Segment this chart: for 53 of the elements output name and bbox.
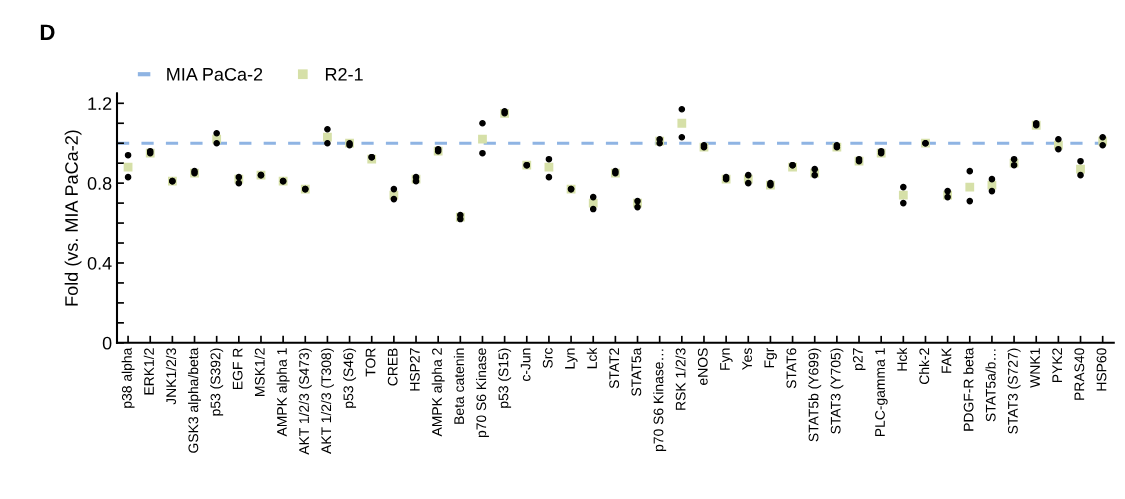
x-tick-label: AKT 1/2/3 (T308) bbox=[320, 348, 334, 454]
x-tick-label: STAT5b (Y699) bbox=[808, 348, 822, 442]
x-tick-label: JNK1/2/3 bbox=[165, 348, 177, 405]
x-tick-label: p70 S6 Kinase… bbox=[653, 349, 667, 452]
x-tick-label: c-Jun bbox=[520, 348, 531, 382]
x-tick-label: p53 (S392) bbox=[210, 348, 224, 416]
y-tick-label: 0.8 bbox=[87, 177, 112, 190]
y-tick-label: 0.4 bbox=[87, 256, 112, 270]
chart-title: D bbox=[40, 24, 55, 40]
x-tick-label: Fgr bbox=[764, 347, 777, 368]
x-tick-label: eNOS bbox=[697, 348, 708, 385]
x-tick-label: p38 alpha bbox=[121, 347, 135, 408]
x-tick-label: STAT3 (S727) bbox=[1007, 348, 1021, 434]
y-axis-title: Fold (vs. MIA PaCa-2) bbox=[64, 130, 82, 306]
x-tick-label: Src bbox=[542, 348, 553, 368]
x-tick-label: Fyn bbox=[720, 348, 733, 370]
x-tick-label: MSK1/2 bbox=[254, 348, 265, 396]
x-tick-label: AMPK alpha 2 bbox=[431, 348, 445, 437]
x-tick-label: STAT3 (Y705) bbox=[830, 348, 844, 434]
x-tick-label: WNK1 bbox=[1030, 348, 1040, 388]
x-tick-label: HSP60 bbox=[1096, 348, 1107, 391]
x-tick-label: TOR bbox=[365, 348, 376, 377]
legend-label: R2-1 bbox=[325, 67, 363, 81]
x-tick-label: p53 (S15) bbox=[498, 348, 512, 408]
x-tick-label: PRAS40 bbox=[1074, 348, 1085, 400]
x-tick-label: p53 (S46) bbox=[343, 348, 357, 408]
y-tick-label: 1.2 bbox=[88, 97, 112, 110]
legend-label: MIA PaCa-2 bbox=[167, 67, 263, 81]
x-tick-label: Lck bbox=[586, 347, 597, 369]
x-tick-label: Chk-2 bbox=[919, 348, 930, 385]
x-tick-label: p27 bbox=[852, 348, 866, 370]
x-tick-label: Hck bbox=[896, 347, 908, 371]
x-tick-label: PLC-gamma 1 bbox=[875, 348, 888, 437]
x-tick-label: AKT 1/2/3 (S473) bbox=[298, 348, 312, 455]
x-tick-label: p70 S6 Kinase bbox=[476, 348, 489, 438]
x-tick-label: PYK2 bbox=[1052, 348, 1062, 383]
x-tick-label: Lyn bbox=[565, 348, 578, 369]
x-tick-label: GSK3 alpha/beta bbox=[188, 347, 201, 453]
x-tick-label: Yes bbox=[742, 348, 752, 371]
y-tick-label: 0 bbox=[102, 336, 112, 350]
x-tick-label: CREB bbox=[387, 348, 398, 386]
x-tick-label: FAK bbox=[941, 347, 952, 373]
x-tick-label: STAT6 bbox=[786, 348, 797, 389]
x-tick-label: AMPK alpha 1 bbox=[276, 348, 290, 437]
x-tick-label: EGF R bbox=[232, 348, 243, 389]
x-tick-label: HSP27 bbox=[409, 348, 420, 391]
x-tick-label: STAT5a bbox=[631, 347, 642, 396]
x-tick-label: RSK 1/2/3 bbox=[675, 348, 686, 410]
x-tick-label: Beta catenin bbox=[453, 348, 465, 424]
x-tick-label: PDGF-R beta bbox=[963, 347, 974, 431]
x-tick-label: STAT5a/b… bbox=[985, 349, 996, 422]
x-tick-label: STAT2 bbox=[609, 348, 620, 389]
x-tick-label: ERK1/2 bbox=[143, 348, 154, 395]
